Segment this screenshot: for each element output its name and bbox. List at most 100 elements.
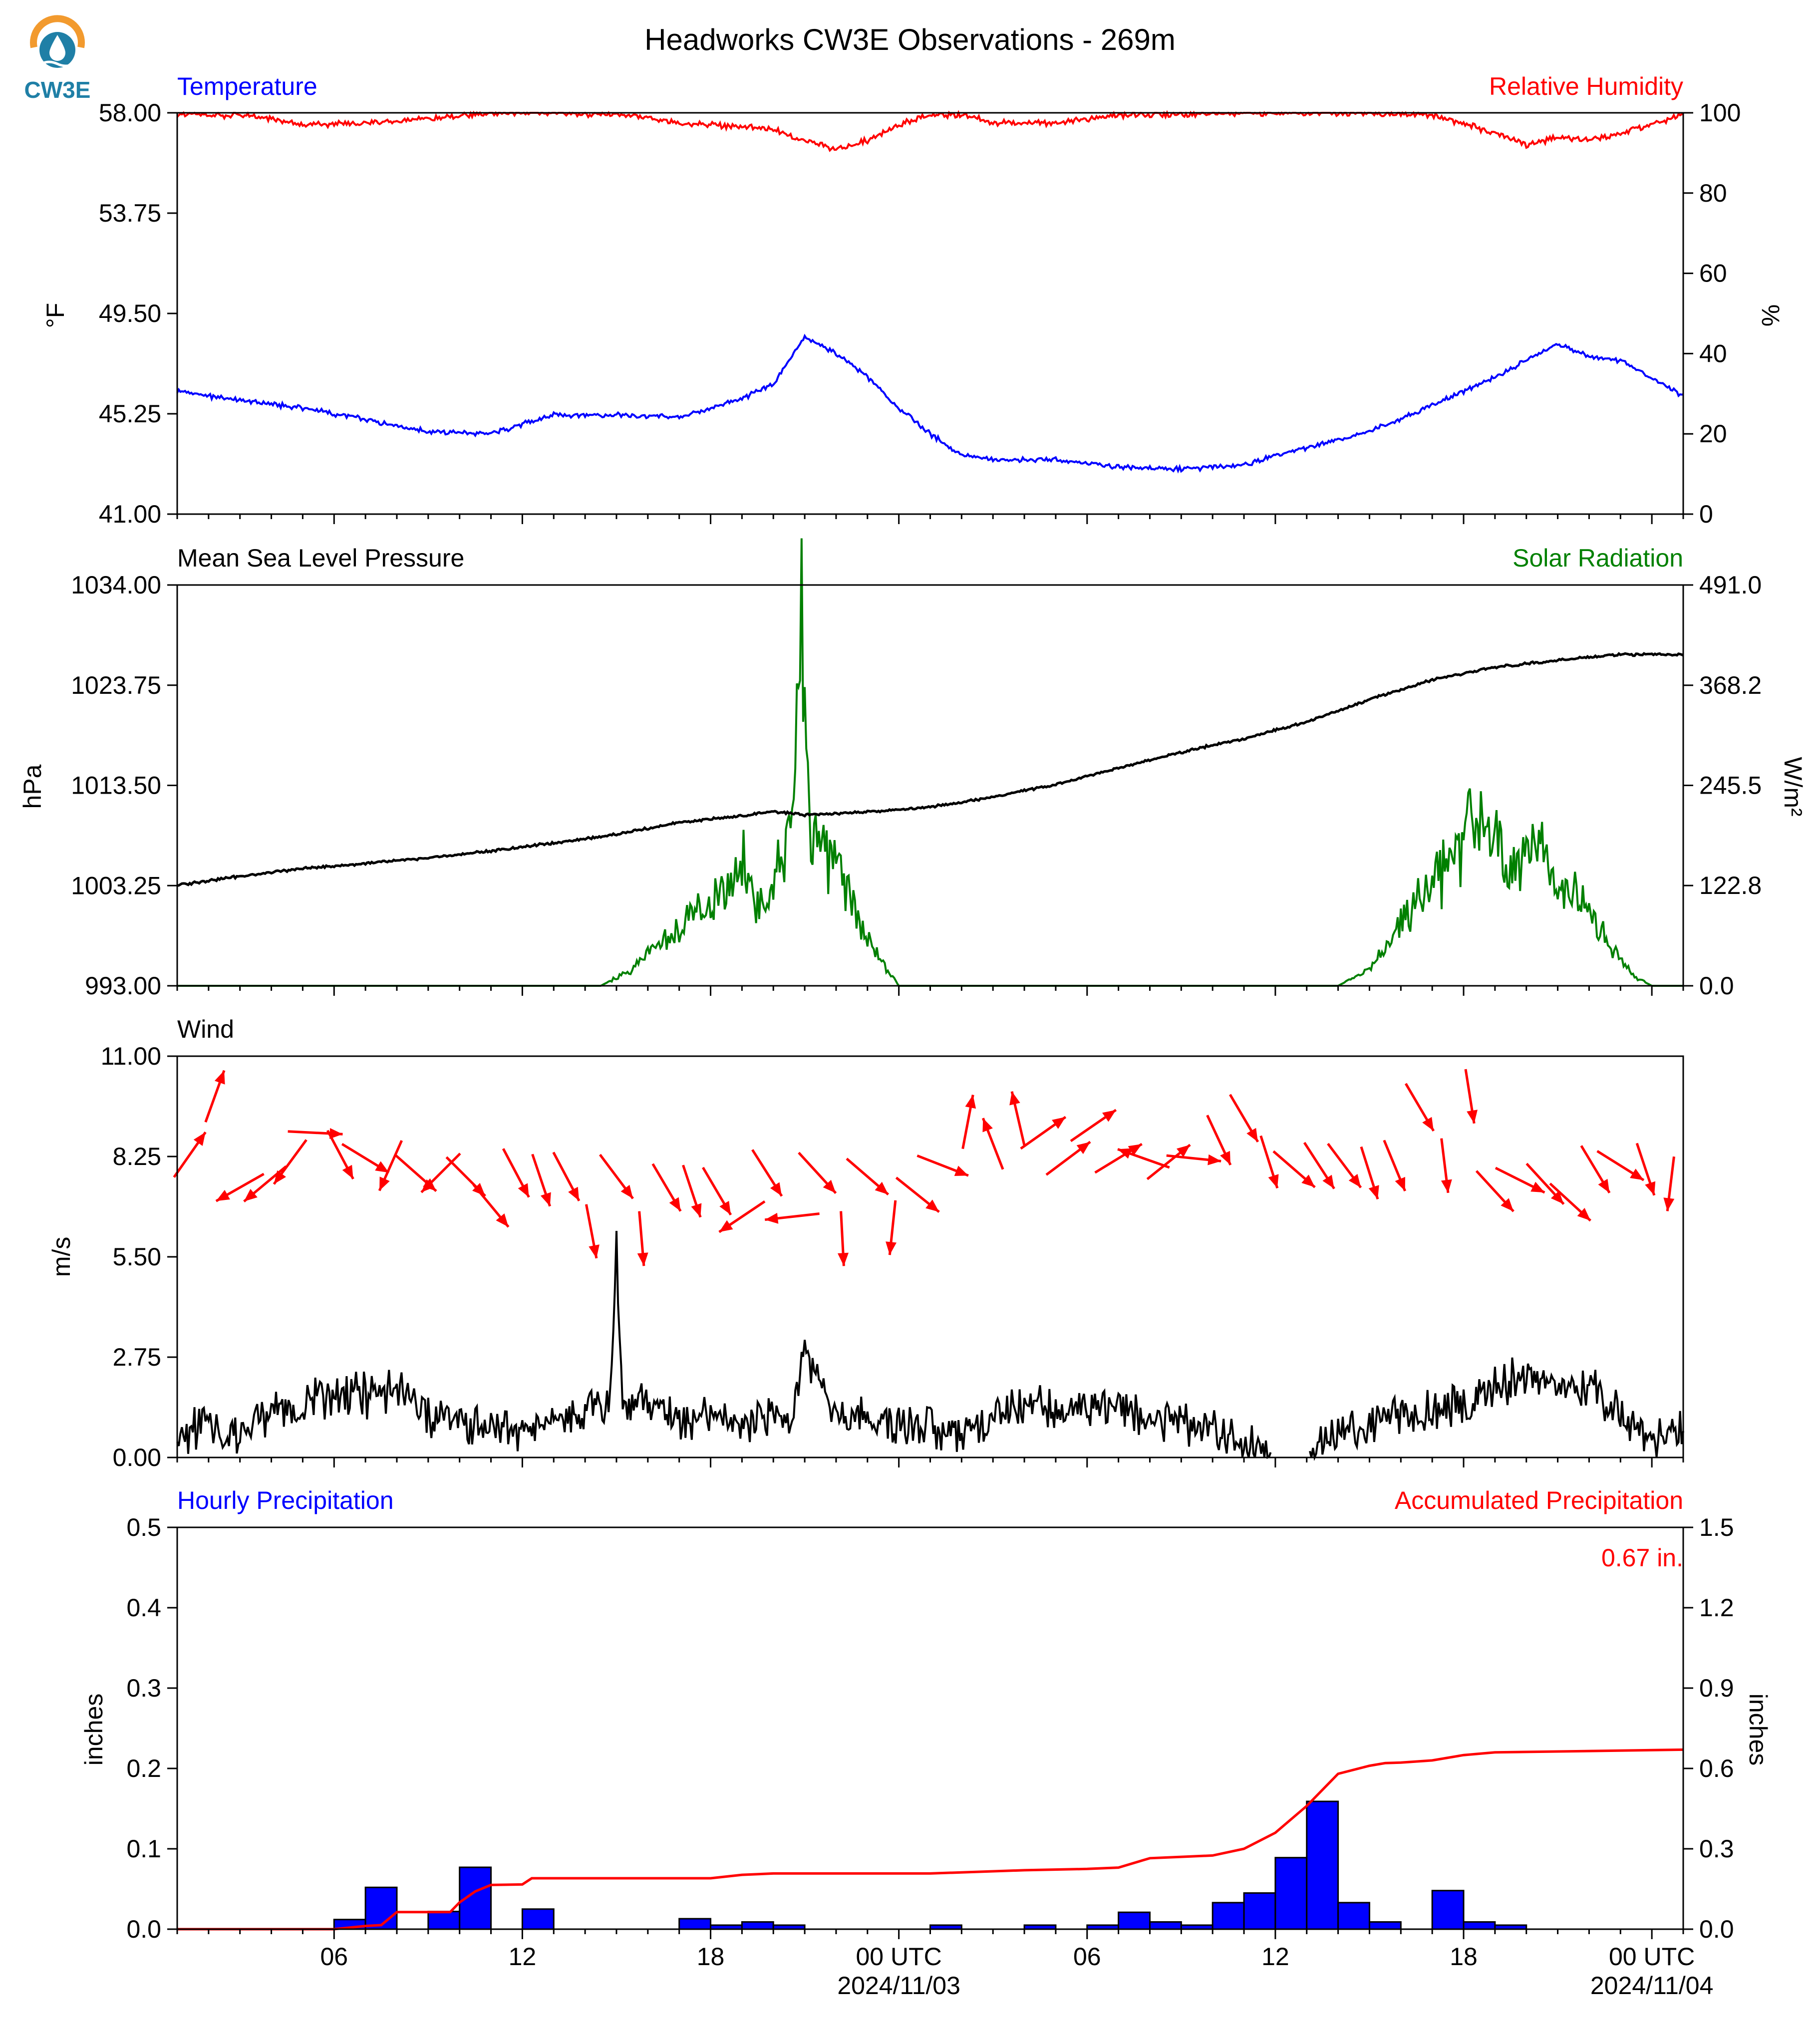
- wind-arrow-head: [421, 1179, 435, 1192]
- hourly-precip-y-tick-label: 0.4: [126, 1594, 161, 1622]
- accum-precip-total-label: 0.67 in.: [1601, 1544, 1683, 1572]
- wind-arrow-head: [770, 1182, 782, 1196]
- wind-arrow-head: [568, 1186, 580, 1201]
- figure-title: Headworks CW3E Observations - 269m: [644, 23, 1176, 56]
- temperature-y-tick-label: 45.25: [99, 400, 161, 428]
- wind-y-tick-label: 2.75: [113, 1343, 161, 1371]
- wind-arrow-head: [765, 1212, 779, 1224]
- accum-precip-y-tick-label: 0.9: [1699, 1674, 1734, 1702]
- wind-arrow-head: [274, 1170, 286, 1184]
- hourly-precip-y-tick-label: 0.5: [126, 1513, 161, 1541]
- x-date-label: 2024/11/03: [837, 1972, 960, 2000]
- humidity-y-tick-label: 80: [1699, 179, 1727, 207]
- pressure-solar-panel: Mean Sea Level Pressure Solar Radiation …: [18, 538, 1807, 1000]
- wind-arrow-head: [954, 1165, 968, 1176]
- wind-arrow-head: [1246, 1128, 1258, 1142]
- wind-arrow-head: [691, 1203, 702, 1217]
- wind-arrow-head: [1598, 1178, 1610, 1193]
- wind-y-tick-label: 8.25: [113, 1143, 161, 1170]
- solar-y-tick-label: 491.0: [1699, 571, 1762, 599]
- hourly-precip-panel-title: Hourly Precipitation: [177, 1486, 394, 1514]
- hourly-precip-bar: [1118, 1911, 1151, 1930]
- wind-arrow-head: [1301, 1174, 1315, 1187]
- wind-arrow-head: [620, 1184, 633, 1199]
- humidity-y-tick-label: 0: [1699, 500, 1713, 528]
- temperature-y-tick-label: 58.00: [99, 99, 161, 127]
- wind-arrow-head: [1220, 1151, 1230, 1165]
- wind-arrow-head: [1645, 1181, 1656, 1195]
- wind-arrow-head: [1395, 1176, 1405, 1191]
- wind-arrow-head: [540, 1192, 551, 1206]
- solar-y-tick-label: 0.0: [1699, 972, 1734, 1000]
- hourly-precip-y-tick-label: 0.3: [126, 1674, 161, 1702]
- wind-arrow-head: [1322, 1174, 1334, 1189]
- logo-wave: [40, 60, 75, 67]
- wind-arrow-head: [1208, 1154, 1221, 1165]
- wind-arrow-head: [1076, 1142, 1091, 1155]
- wind-arrow-head: [518, 1183, 529, 1197]
- accum-precip-y-tick-label: 0.3: [1699, 1835, 1734, 1863]
- wind-arrow-head: [379, 1176, 390, 1191]
- wind-arrow-head: [1348, 1173, 1361, 1188]
- wind-arrow-head: [823, 1179, 836, 1193]
- wind-arrow-head: [719, 1220, 733, 1232]
- logo-sun-arc: [30, 15, 85, 48]
- pressure-y-tick-label: 1034.00: [71, 571, 161, 599]
- solar-y-tick-label: 368.2: [1699, 671, 1762, 699]
- wind-arrow-head: [719, 1200, 731, 1215]
- logo-text: CW3E: [24, 77, 91, 103]
- wind-arrow-head: [329, 1128, 343, 1139]
- wind-arrow-head: [1530, 1181, 1545, 1193]
- x-tick-label: 00 UTC: [856, 1943, 942, 1971]
- solar-axis-label: W/m²: [1779, 757, 1807, 816]
- wind-arrow-head: [496, 1213, 509, 1227]
- wind-arrow-head: [925, 1199, 939, 1212]
- wind-arrow-head: [216, 1189, 230, 1201]
- solar-y-tick-label: 245.5: [1699, 772, 1762, 800]
- hourly-precip-bar: [427, 1911, 461, 1930]
- accum-precip-line: [177, 1748, 1684, 1931]
- hourly-precip-bar: [1243, 1892, 1276, 1930]
- wind-y-tick-label: 0.00: [113, 1444, 161, 1471]
- wind-arrow-head: [1577, 1207, 1591, 1221]
- wind-arrow-head: [1118, 1148, 1132, 1159]
- hourly-precip-bar: [741, 1921, 774, 1930]
- accum-precip-panel-title: Accumulated Precipitation: [1395, 1486, 1683, 1514]
- temperature-humidity-panel: Temperature Relative Humidity °F % 41.00…: [41, 72, 1785, 528]
- wind-arrow-head: [1501, 1198, 1514, 1211]
- hourly-precip-bar: [1431, 1890, 1465, 1930]
- cw3e-logo: CW3E: [24, 15, 91, 103]
- temperature-y-tick-label: 41.00: [99, 500, 161, 528]
- wind-arrow-head: [1268, 1174, 1279, 1188]
- wind-plot-area: 0.00 2.75 5.50 8.25 11.00: [101, 1042, 1684, 1471]
- hourly-precip-bar: [364, 1886, 398, 1930]
- humidity-y-tick-label: 40: [1699, 339, 1727, 367]
- x-tick-label: 06: [1073, 1943, 1101, 1971]
- humidity-line: [176, 110, 1684, 152]
- wind-arrow-head: [1422, 1117, 1434, 1131]
- logo-drop-icon: [49, 35, 65, 61]
- hourly-precip-y-tick-label: 0.2: [126, 1754, 161, 1782]
- hourly-precip-bar: [1274, 1857, 1308, 1930]
- wind-arrow-head: [589, 1244, 600, 1258]
- humidity-y-tick-label: 100: [1699, 99, 1741, 127]
- pressure-y-tick-label: 1013.50: [71, 772, 161, 800]
- wind-arrow-head: [838, 1252, 849, 1266]
- wind-arrow-head: [1630, 1168, 1644, 1180]
- temperature-humidity-plot-area: 41.00 45.25 49.50 53.75 58.00 0 20 40 60 80 100: [99, 99, 1741, 528]
- wind-speed-line: [176, 1230, 1272, 1459]
- hourly-precip-bar: [1306, 1800, 1339, 1930]
- wind-arrow-head: [1368, 1185, 1379, 1199]
- accum-precip-y-tick-label: 1.2: [1699, 1594, 1734, 1622]
- pressure-y-tick-label: 993.00: [85, 972, 161, 1000]
- wind-panel-title: Wind: [177, 1015, 234, 1043]
- accum-precip-y-tick-label: 1.5: [1699, 1513, 1734, 1541]
- hourly-precip-bar: [1368, 1921, 1402, 1930]
- pressure-y-tick-label: 1023.75: [71, 671, 161, 699]
- hourly-precip-y-tick-label: 0.0: [126, 1915, 161, 1943]
- wind-arrow-head: [965, 1095, 976, 1109]
- humidity-y-tick-label: 20: [1699, 420, 1727, 448]
- temperature-y-tick-label: 49.50: [99, 299, 161, 327]
- x-date-label: 2024/11/04: [1590, 1972, 1714, 2000]
- pressure-panel-title: Mean Sea Level Pressure: [177, 544, 464, 572]
